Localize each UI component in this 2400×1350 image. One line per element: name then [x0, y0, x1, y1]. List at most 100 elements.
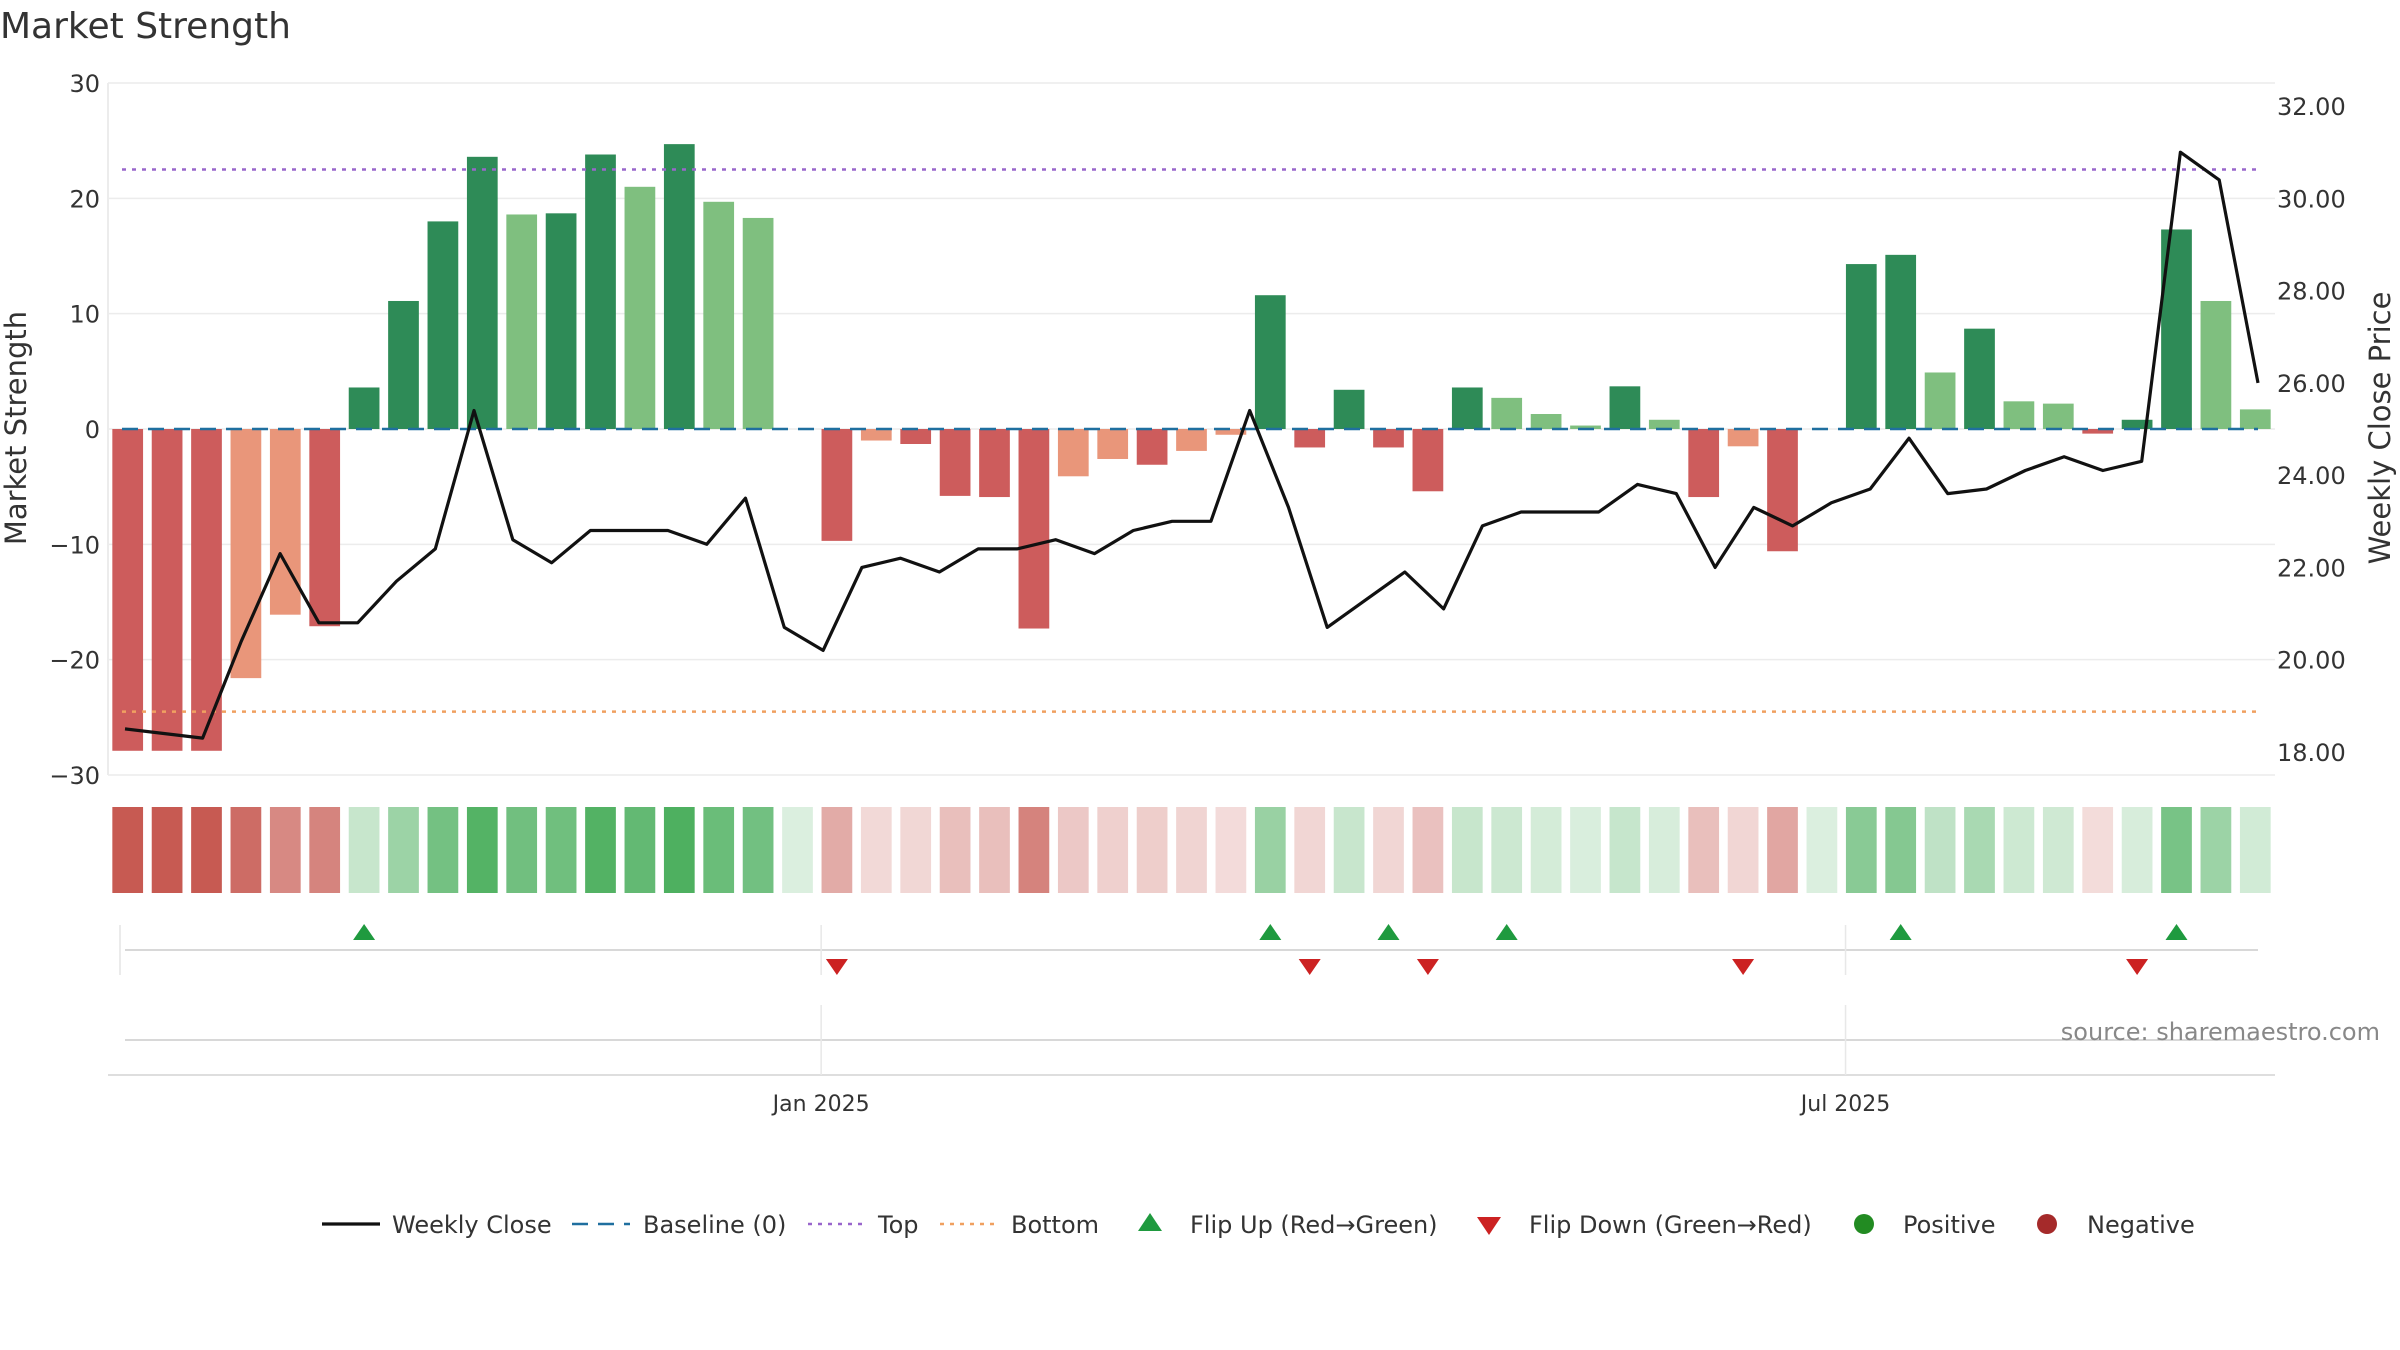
strength-bar — [506, 214, 538, 429]
y-tick-label: 30 — [69, 70, 100, 98]
heat-cell — [1845, 807, 1877, 893]
legend-label: Flip Down (Green→Red) — [1529, 1211, 1812, 1239]
legend-label: Positive — [1903, 1211, 1996, 1239]
heat-cell — [585, 807, 616, 893]
strength-bar — [2003, 401, 2035, 429]
heat-cell — [545, 807, 577, 893]
strength-bar — [427, 221, 459, 429]
heat-cell — [2161, 807, 2192, 893]
strength-bar — [2082, 429, 2114, 434]
strength-bar — [1885, 254, 1917, 429]
strength-bar — [269, 429, 301, 615]
strength-bar — [2121, 419, 2153, 429]
y-tick-label: −20 — [49, 647, 100, 675]
flip-down-marker — [825, 959, 848, 975]
x-axis: Jan 2025 Jul 2025 — [108, 1005, 2275, 1117]
y-tick-label: 20 — [69, 185, 100, 213]
y2-tick-label: 28.00 — [2277, 278, 2346, 306]
heat-cell — [1018, 807, 1050, 893]
strength-bar — [309, 429, 341, 627]
heat-cell — [1451, 807, 1483, 893]
legend-swatch — [1854, 1214, 1874, 1234]
x-tick-label: Jan 2025 — [771, 1092, 870, 1117]
heat-cell — [2003, 807, 2035, 893]
flip-down-marker — [1298, 959, 1321, 975]
left-axis-ticks: −30 −20 −10 0 10 20 30 — [49, 70, 100, 790]
strength-bar — [1254, 295, 1286, 429]
legend-swatch — [1138, 1213, 1162, 1231]
y2-tick-label: 24.00 — [2277, 462, 2346, 490]
flip-up-marker — [1259, 924, 1282, 940]
strength-bar — [1845, 264, 1877, 429]
strength-bar — [900, 429, 932, 444]
right-axis-ticks: 18.00 20.00 22.00 24.00 26.00 28.00 30.00 32.00 — [2277, 93, 2346, 767]
heat-cell — [1491, 807, 1523, 893]
y2-tick-label: 20.00 — [2277, 647, 2346, 675]
strength-bar — [2042, 403, 2074, 429]
y-tick-label: 10 — [69, 301, 100, 329]
heat-cell — [703, 807, 735, 893]
strength-bar — [1294, 429, 1326, 448]
heat-cell — [1373, 807, 1404, 893]
heat-cell — [860, 807, 892, 893]
heat-cell — [1333, 807, 1365, 893]
strength-bar — [1136, 429, 1168, 465]
strength-bar — [1412, 429, 1444, 492]
heat-cell — [1176, 807, 1207, 893]
heat-cell — [821, 807, 853, 893]
strength-bar — [1964, 328, 1995, 429]
strength-bar — [1570, 425, 1601, 429]
y2-tick-label: 30.00 — [2277, 185, 2346, 213]
strength-bar — [703, 201, 735, 429]
heat-cell — [1688, 807, 1720, 893]
strength-bar — [191, 429, 222, 751]
strength-bar — [624, 186, 656, 429]
strength-bar — [979, 429, 1010, 498]
strength-bar — [2200, 300, 2232, 429]
heat-cell — [112, 807, 144, 893]
heat-cell — [1609, 807, 1641, 893]
heat-cell — [2121, 807, 2153, 893]
strength-bar — [348, 387, 380, 429]
heat-cell — [348, 807, 380, 893]
strength-bar — [1176, 429, 1207, 451]
strength-bar — [1097, 429, 1129, 459]
legend-label: Negative — [2087, 1211, 2195, 1239]
y-tick-label: 0 — [85, 416, 100, 444]
y-axis-title: Market Strength — [0, 311, 33, 545]
strength-bar — [1767, 429, 1798, 552]
strength-bar — [1609, 386, 1641, 429]
strength-bar — [1648, 419, 1680, 429]
source-credit: source: sharemaestro.com — [2061, 1018, 2380, 1046]
heat-cell — [151, 807, 183, 893]
strength-bar — [939, 429, 971, 496]
legend-label: Bottom — [1011, 1211, 1099, 1239]
legend-label: Baseline (0) — [643, 1211, 786, 1239]
legend-swatch — [2037, 1214, 2057, 1234]
heat-cell — [1057, 807, 1089, 893]
heat-cell — [900, 807, 932, 893]
heat-cell — [624, 807, 656, 893]
strength-bar — [466, 156, 498, 429]
heat-cell — [1294, 807, 1326, 893]
chart-title: Market Strength — [0, 6, 291, 47]
strength-bar — [1333, 389, 1365, 429]
strength-bar — [1924, 372, 1956, 429]
strength-bar — [388, 300, 419, 429]
heat-cell — [1767, 807, 1798, 893]
legend-label: Weekly Close — [392, 1211, 552, 1239]
heat-cell — [2042, 807, 2074, 893]
strength-bar — [1215, 429, 1247, 435]
strength-bar — [1688, 429, 1720, 498]
strength-bar — [545, 213, 577, 429]
heat-cell — [1648, 807, 1680, 893]
strength-bar — [151, 429, 183, 751]
y2-tick-label: 32.00 — [2277, 93, 2346, 121]
flip-markers-panel — [119, 924, 2258, 975]
heat-cell — [2239, 807, 2271, 893]
flip-up-marker — [1495, 924, 1518, 940]
heat-cell — [1964, 807, 1995, 893]
y-tick-label: −10 — [49, 531, 100, 559]
heat-cell — [309, 807, 341, 893]
